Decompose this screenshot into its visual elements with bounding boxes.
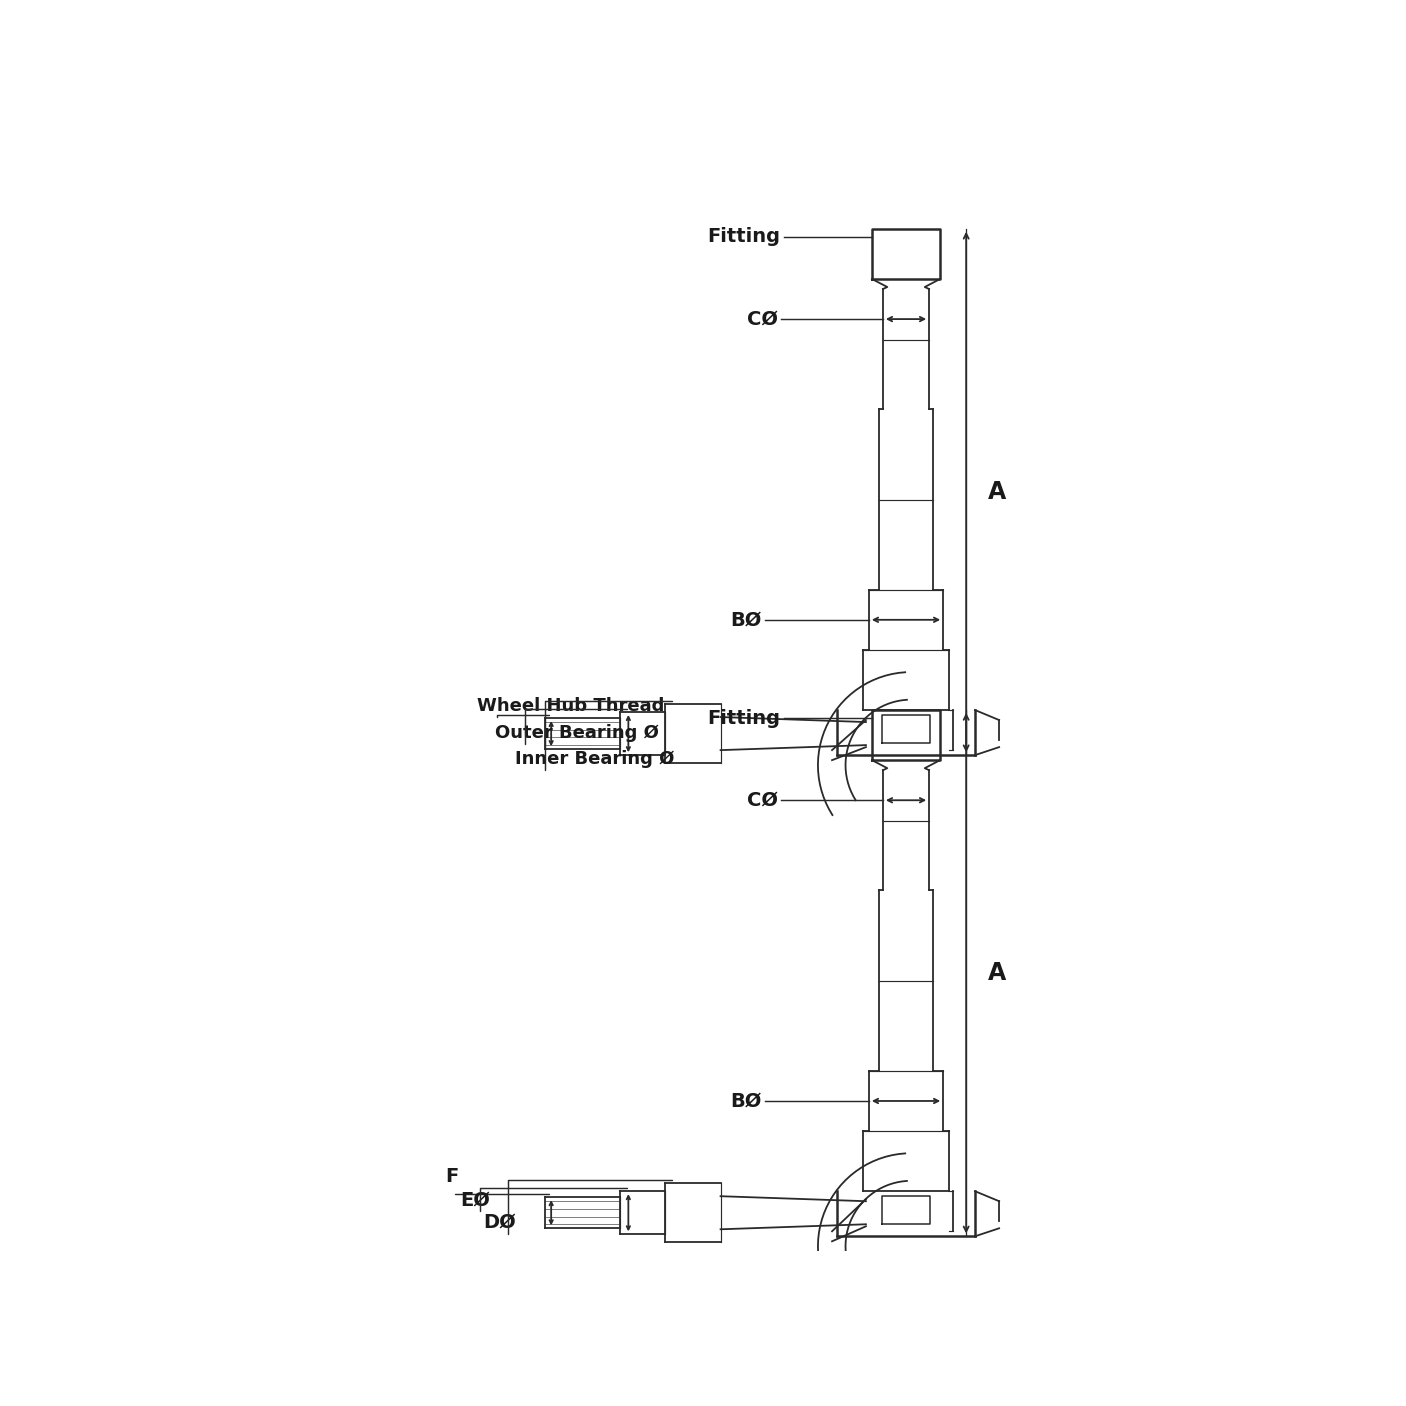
Text: A: A bbox=[988, 479, 1007, 503]
Text: Inner Bearing Ø: Inner Bearing Ø bbox=[515, 751, 675, 768]
Text: BØ: BØ bbox=[730, 610, 762, 630]
Text: Fitting: Fitting bbox=[707, 709, 780, 727]
Text: CØ: CØ bbox=[747, 309, 778, 329]
Text: CØ: CØ bbox=[747, 790, 778, 810]
Text: EØ: EØ bbox=[460, 1191, 489, 1209]
Text: F: F bbox=[444, 1167, 458, 1187]
Text: A: A bbox=[988, 962, 1007, 986]
Text: Wheel Hub Thread: Wheel Hub Thread bbox=[477, 697, 665, 716]
Text: Fitting: Fitting bbox=[707, 228, 780, 246]
Text: BØ: BØ bbox=[730, 1091, 762, 1111]
Text: DØ: DØ bbox=[484, 1212, 516, 1232]
Text: Outer Bearing Ø: Outer Bearing Ø bbox=[495, 724, 659, 742]
